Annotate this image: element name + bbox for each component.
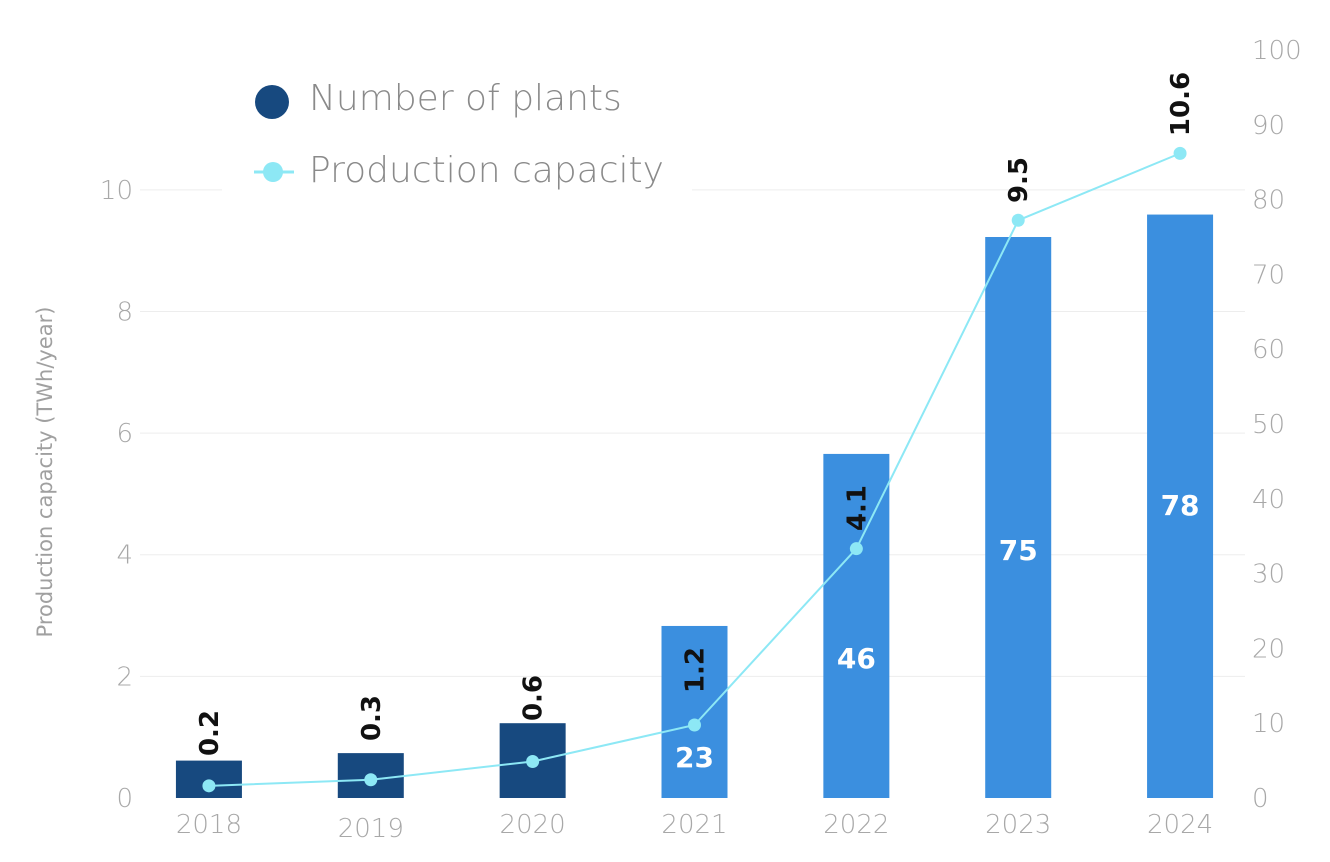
point-2018 <box>202 779 216 793</box>
point-2019 <box>364 773 378 787</box>
left-tick-label: 8 <box>116 297 133 327</box>
left-tick-label: 0 <box>116 784 133 814</box>
line-value-label: 0.2 <box>195 710 225 756</box>
bar-value-label: 23 <box>675 741 714 774</box>
legend: Number of plants Production capacity <box>222 58 692 198</box>
left-tick-label: 4 <box>116 541 133 571</box>
right-tick-label: 70 <box>1252 260 1285 290</box>
right-tick-label: 20 <box>1252 634 1285 664</box>
right-tick-label: 100 <box>1252 36 1302 66</box>
x-tick-label: 2021 <box>661 810 727 840</box>
x-axis-ticks: 2018 2019 2020 2021 2022 2023 2024 <box>176 810 1213 844</box>
left-tick-label: 2 <box>116 662 133 692</box>
point-2023 <box>1011 213 1025 227</box>
line-series-production-capacity <box>202 146 1187 793</box>
right-tick-label: 0 <box>1252 784 1269 814</box>
x-tick-label: 2022 <box>823 810 889 840</box>
x-tick-label: 2018 <box>176 810 242 840</box>
right-tick-label: 30 <box>1252 560 1285 590</box>
line-value-label: 4.1 <box>842 485 872 531</box>
gridlines <box>140 189 1245 677</box>
line-value-labels: 0.2 0.3 0.6 1.2 4.1 9.5 10.6 <box>195 72 1196 756</box>
left-axis-label: Production capacity (TWh/year) <box>33 307 57 638</box>
bar-2021 <box>661 625 728 798</box>
legend-marker-number-of-plants <box>255 85 289 119</box>
left-tick-label: 10 <box>100 176 133 206</box>
x-tick-label: 2019 <box>338 814 404 844</box>
x-tick-label: 2023 <box>985 810 1051 840</box>
bar-value-label: 78 <box>1161 489 1200 522</box>
line-value-label: 10.6 <box>1166 72 1196 136</box>
right-tick-label: 50 <box>1252 410 1285 440</box>
line-value-label: 1.2 <box>681 647 711 693</box>
x-tick-label: 2024 <box>1147 810 1213 840</box>
bar-2023 <box>985 237 1052 798</box>
right-tick-label: 80 <box>1252 186 1285 216</box>
bar-value-label: 46 <box>837 642 876 675</box>
legend-label-number-of-plants: Number of plants <box>309 78 622 119</box>
right-tick-label: 10 <box>1252 709 1285 739</box>
left-axis-ticks: 0 2 4 6 8 10 <box>100 176 133 814</box>
legend-background <box>222 58 692 198</box>
bar-2024 <box>1147 214 1214 798</box>
bar-2018 <box>175 760 242 798</box>
right-tick-label: 90 <box>1252 111 1285 141</box>
right-tick-label: 40 <box>1252 485 1285 515</box>
line-value-label: 9.5 <box>1004 157 1034 203</box>
left-tick-label: 6 <box>116 419 133 449</box>
bar-series-number-of-plants <box>175 214 1214 798</box>
bar-2022 <box>823 453 890 798</box>
right-axis-ticks: 0 10 20 30 40 50 60 70 80 90 100 <box>1252 36 1302 814</box>
point-2024 <box>1173 146 1187 160</box>
point-2021 <box>688 718 701 732</box>
bar-value-label: 75 <box>999 534 1038 567</box>
point-2022 <box>849 542 863 556</box>
legend-label-production-capacity: Production capacity <box>309 150 664 191</box>
right-tick-label: 60 <box>1252 335 1285 365</box>
line-value-label: 0.3 <box>357 695 387 741</box>
point-2020 <box>526 755 540 769</box>
x-tick-label: 2020 <box>500 810 566 840</box>
legend-marker-production-capacity <box>263 162 283 182</box>
bar-value-labels: 23 46 75 78 <box>675 489 1200 774</box>
line-value-label: 0.6 <box>519 675 549 721</box>
